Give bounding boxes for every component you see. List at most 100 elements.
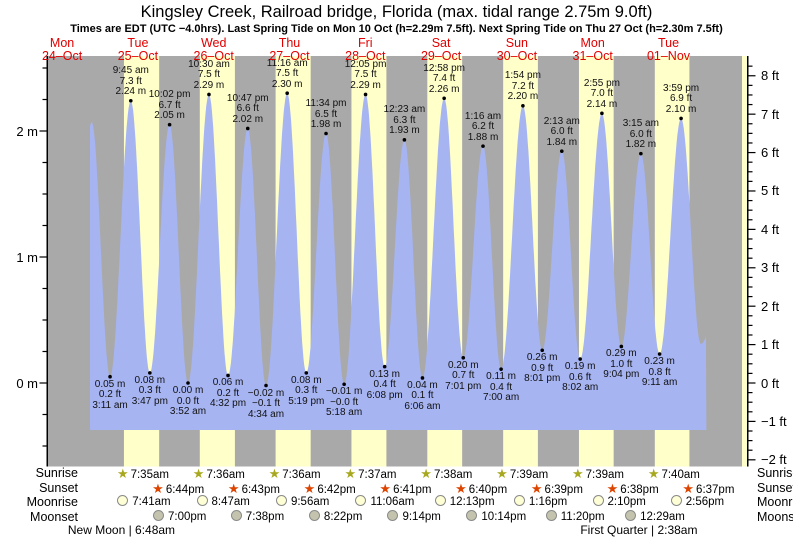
high-tide-annotation: 1:16 am 6.2 ft 1.88 m <box>464 110 502 143</box>
low-tide-annotation: 0.29 m 1.0 ft 9:04 pm <box>603 348 640 381</box>
right-axis-label: 5 ft <box>761 183 780 199</box>
right-axis-tick <box>748 103 753 106</box>
sunset-marker: ★ 6:37pm <box>682 480 735 496</box>
right-axis-tick <box>748 190 756 192</box>
tide-extreme-dot <box>167 122 172 127</box>
low-tide-annotation: 0.00 m 0.0 ft 3:52 am <box>169 385 207 417</box>
sunset-star-icon: ★ <box>152 480 164 496</box>
moonrise-marker: 9:56am <box>275 495 329 510</box>
left-axis-label: 1 m <box>16 249 38 265</box>
left-axis-label: 2 m <box>16 123 38 139</box>
tide-extreme-dot <box>521 104 525 108</box>
left-axis-tick <box>42 224 47 227</box>
low-tide-annotation: 0.13 m 0.4 ft 6:08 pm <box>366 368 403 401</box>
high-tide-annotation: 10:30 am 7.5 ft 2.29 m <box>188 58 230 91</box>
high-tide-annotation: 11:16 am 7.5 ft 2.30 m <box>266 57 308 90</box>
sunset-marker: ★ 6:38pm <box>606 480 659 496</box>
chart-subtitle: Times are EDT (UTC −4.0hrs). Last Spring… <box>70 23 723 35</box>
sunset-star-icon: ★ <box>379 480 392 496</box>
right-axis-tick <box>748 334 753 336</box>
sunrise-star-icon: ★ <box>647 466 660 481</box>
sunrise-star-icon: ★ <box>571 466 584 481</box>
sunset-marker: ★ 6:43pm <box>227 480 280 496</box>
right-axis-tick <box>748 286 753 288</box>
right-axis-tick <box>748 132 753 134</box>
moonset-icon <box>466 509 478 521</box>
tide-extreme-dot <box>420 376 425 380</box>
moonrise-marker: 1:16pm <box>513 495 567 510</box>
right-axis-tick <box>748 171 753 173</box>
moonset-marker: 10:14pm <box>466 509 526 525</box>
moonset-icon <box>230 509 242 521</box>
tide-extreme-dot <box>363 92 368 97</box>
sunrise-marker: ★ 7:37am <box>344 466 397 481</box>
right-axis-tick <box>748 420 756 423</box>
left-axis-tick <box>42 161 47 164</box>
sunset-marker: ★ 6:40pm <box>455 480 508 496</box>
left-axis-tick <box>42 413 47 416</box>
high-tide-annotation: 3:59 pm 6.9 ft 2.10 m <box>663 82 700 115</box>
chart-title: Kingsley Creek, Railroad bridge, Florida… <box>140 3 653 21</box>
high-tide-annotation: 10:02 pm 6.7 ft 2.05 m <box>148 89 191 122</box>
right-axis-label: 1 ft <box>761 337 780 353</box>
left-axis-tick <box>42 350 47 353</box>
almanac-row-label-left: Moonrise <box>26 495 78 509</box>
right-axis-tick <box>748 353 753 355</box>
high-tide-annotation: 12:05 pm 7.5 ft 2.29 m <box>344 58 387 91</box>
right-axis-label: 3 ft <box>761 260 780 276</box>
high-tide-annotation: 2:55 pm 7.0 ft 2.14 m <box>583 77 620 110</box>
right-axis-tick <box>748 113 756 115</box>
tide-extreme-dot <box>560 149 564 153</box>
right-axis-tick <box>748 94 753 96</box>
right-axis-tick <box>748 209 753 211</box>
right-axis-tick <box>748 295 753 298</box>
sunrise-marker: ★ 7:36am <box>268 466 321 481</box>
moonrise-marker: 2:56pm <box>670 495 724 510</box>
right-axis-tick <box>748 459 756 461</box>
moonset-marker: 7:00pm <box>153 509 206 525</box>
high-tide-annotation: 11:34 pm 6.5 ft 1.98 m <box>305 98 347 131</box>
moon-phase-label: New Moon | 6:48am <box>67 523 176 537</box>
tide-extreme-dot <box>186 381 190 385</box>
right-axis-tick <box>748 199 753 202</box>
plot-right-gutter <box>742 56 747 467</box>
tide-extreme-dot <box>128 98 133 103</box>
moonrise-icon <box>513 495 525 506</box>
day-label: Mon 24–Oct <box>41 36 83 63</box>
day-label: Mon 31–Oct <box>572 36 613 63</box>
right-axis-tick <box>748 267 756 269</box>
right-axis-label: 7 ft <box>761 106 780 122</box>
right-axis-tick <box>748 372 753 374</box>
right-axis-line <box>747 56 749 467</box>
right-axis-tick <box>748 343 756 346</box>
sunrise-marker: ★ 7:40am <box>647 466 700 481</box>
moonrise-icon <box>355 495 367 506</box>
right-axis-label: 6 ft <box>761 145 780 161</box>
tide-extreme-dot <box>540 348 545 353</box>
tide-extreme-dot <box>461 356 466 360</box>
right-axis-tick <box>748 430 753 432</box>
moonset-icon <box>308 509 320 521</box>
moonrise-marker: 2:10pm <box>592 495 646 510</box>
almanac-row-label-left: Sunset <box>39 480 78 495</box>
low-tide-annotation: 0.23 m 0.8 ft 9:11 am <box>641 356 678 389</box>
right-axis-tick <box>748 324 753 326</box>
moonrise-marker: 8:47am <box>196 495 250 510</box>
right-axis-tick <box>748 411 753 413</box>
tide-extreme-dot <box>600 111 604 116</box>
moonrise-icon <box>592 495 604 506</box>
sunset-marker: ★ 6:42pm <box>303 480 356 496</box>
sunrise-star-icon: ★ <box>116 466 129 481</box>
sunrise-star-icon: ★ <box>268 466 281 481</box>
tide-extreme-dot <box>679 116 683 121</box>
left-axis-tick <box>42 67 47 69</box>
left-axis-tick <box>39 382 47 384</box>
low-tide-annotation: −0.02 m −0.1 ft 4:34 am <box>247 387 285 420</box>
low-tide-annotation: 0.26 m 0.9 ft 8:01 pm <box>524 352 561 385</box>
almanac-row-label-right: Sunrise <box>757 466 793 480</box>
sunrise-star-icon: ★ <box>344 466 357 481</box>
tide-extreme-dot <box>108 374 112 379</box>
tide-extreme-dot <box>148 371 152 375</box>
almanac-row-label-right: Sunset <box>757 480 793 495</box>
right-axis-tick <box>748 180 753 182</box>
